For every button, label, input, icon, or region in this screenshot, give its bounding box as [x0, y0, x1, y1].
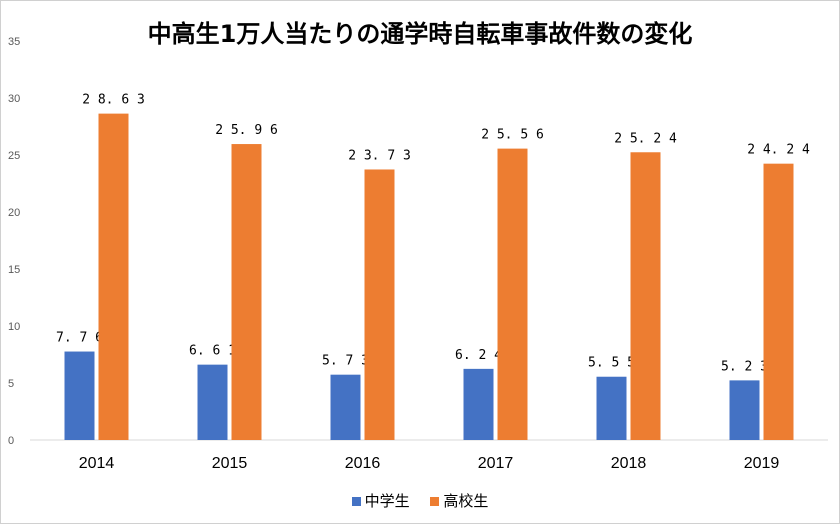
legend: 中学生 高校生 — [0, 490, 840, 511]
data-label-high-2019: 2 4. 2 4 — [747, 143, 810, 158]
data-label-middle-2016: 5. 7 3 — [322, 354, 369, 369]
data-label-high-2017: 2 5. 5 6 — [481, 128, 544, 143]
x-tick-label-2015: 2015 — [212, 455, 248, 472]
x-tick-label-2014: 2014 — [79, 455, 115, 472]
bar-high-2019 — [763, 163, 794, 440]
y-tick-label-3: 15 — [8, 264, 20, 276]
data-label-high-2018: 2 5. 2 4 — [614, 131, 677, 146]
bar-high-2015 — [231, 144, 262, 440]
bar-middle-2014 — [64, 351, 95, 440]
bar-high-2018 — [630, 152, 661, 440]
bar-middle-2016 — [330, 374, 361, 440]
legend-item-middle-school: 中学生 — [351, 490, 410, 511]
data-label-middle-2015: 6. 6 1 — [189, 344, 236, 359]
y-tick-label-5: 25 — [8, 150, 20, 162]
data-label-high-2016: 2 3. 7 3 — [348, 148, 411, 163]
legend-swatch-middle-school — [351, 497, 361, 506]
chart-title: 中高生1万人当たりの通学時自転車事故件数の変化 — [147, 20, 693, 48]
data-label-middle-2019: 5. 2 3 — [721, 359, 768, 374]
x-tick-label-2019: 2019 — [744, 455, 780, 472]
bar-middle-2019 — [729, 380, 760, 440]
bar-middle-2015 — [197, 364, 228, 440]
bar-high-2014 — [98, 113, 129, 441]
y-tick-label-6: 30 — [8, 93, 20, 105]
data-label-middle-2018: 5. 5 5 — [588, 356, 635, 371]
legend-label-high-school: 高校生 — [443, 492, 489, 510]
bar-middle-2017 — [463, 368, 494, 440]
x-tick-label-2016: 2016 — [345, 455, 381, 472]
x-tick-label-2017: 2017 — [478, 455, 514, 472]
y-tick-label-4: 20 — [8, 207, 20, 219]
x-tick-label-2018: 2018 — [611, 455, 647, 472]
y-tick-label-2: 10 — [8, 321, 20, 333]
data-label-high-2015: 2 5. 9 6 — [215, 123, 278, 138]
data-label-middle-2017: 6. 2 4 — [455, 348, 502, 363]
legend-label-middle-school: 中学生 — [364, 492, 410, 510]
y-tick-label-7: 35 — [8, 36, 20, 48]
legend-swatch-high-school — [430, 497, 440, 506]
y-tick-label-1: 5 — [8, 378, 14, 390]
legend-item-high-school: 高校生 — [430, 490, 488, 511]
data-label-high-2014: 2 8. 6 3 — [82, 93, 145, 108]
bar-middle-2018 — [596, 376, 627, 440]
y-tick-label-0: 0 — [8, 435, 14, 447]
bar-high-2017 — [497, 148, 528, 440]
bar-high-2016 — [364, 169, 395, 440]
data-label-middle-2014: 7. 7 6 — [56, 331, 103, 346]
